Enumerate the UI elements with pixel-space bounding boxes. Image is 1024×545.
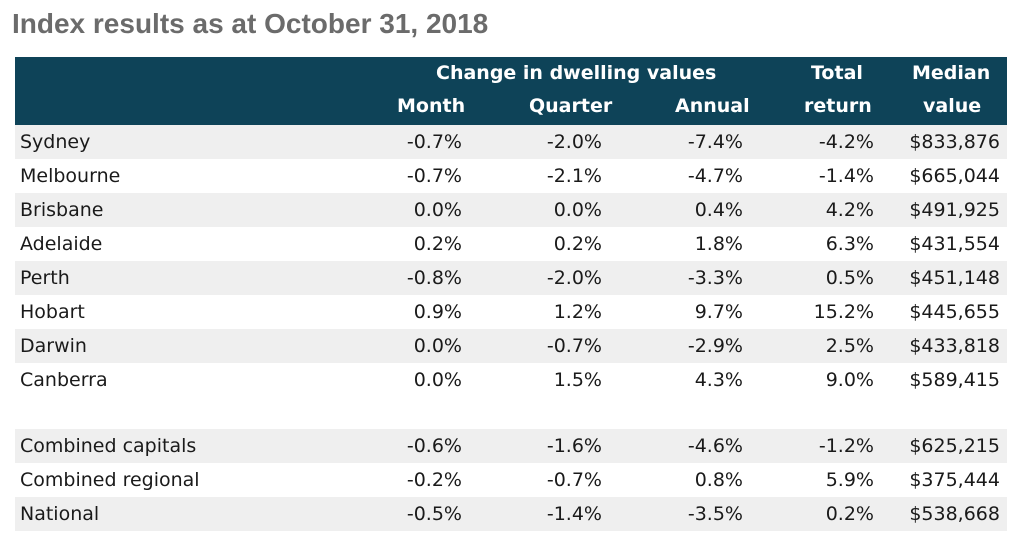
total-return: -4.2% — [818, 131, 874, 153]
quarter-change: 1.2% — [553, 301, 602, 323]
annual-change: -2.9% — [687, 335, 743, 357]
section-spacer — [15, 397, 1007, 429]
table-row: Hobart 0.9% 1.2% 9.7% 15.2% $445,655 — [15, 295, 1007, 329]
quarter-change: -1.4% — [546, 503, 602, 525]
total-return: 2.5% — [825, 335, 874, 357]
median-value: $833,876 — [909, 131, 1000, 153]
annual-change: -3.5% — [687, 503, 743, 525]
quarter-change: -2.0% — [546, 131, 602, 153]
month-change: -0.7% — [406, 165, 462, 187]
total-return: 5.9% — [825, 469, 874, 491]
quarter-change: 0.0% — [553, 199, 602, 221]
table-header: Change in dwelling values Month Quarter … — [15, 57, 1007, 125]
header-month: Month — [397, 95, 466, 117]
total-return: 4.2% — [825, 199, 874, 221]
quarter-change: -2.1% — [546, 165, 602, 187]
header-quarter: Quarter — [529, 95, 613, 117]
month-change: -0.7% — [406, 131, 462, 153]
table-row: Perth -0.8% -2.0% -3.3% 0.5% $451,148 — [15, 261, 1007, 295]
table-row: Combined regional -0.2% -0.7% 0.8% 5.9% $375,… — [15, 463, 1007, 497]
header-total-line1: Total — [811, 62, 863, 84]
annual-change: -4.6% — [687, 435, 743, 457]
table-row: Brisbane 0.0% 0.0% 0.4% 4.2% $491,925 — [15, 193, 1007, 227]
month-change: 0.0% — [413, 369, 462, 391]
row-label: Darwin — [20, 335, 87, 357]
annual-change: 4.3% — [694, 369, 743, 391]
total-return: 0.5% — [825, 267, 874, 289]
median-value: $433,818 — [909, 335, 1000, 357]
quarter-change: -0.7% — [546, 469, 602, 491]
row-label: Perth — [20, 267, 70, 289]
month-change: -0.2% — [406, 469, 462, 491]
quarter-change: -1.6% — [546, 435, 602, 457]
month-change: 0.0% — [413, 335, 462, 357]
annual-change: 1.8% — [694, 233, 743, 255]
total-return: 6.3% — [825, 233, 874, 255]
table-row: Melbourne -0.7% -2.1% -4.7% -1.4% $665,044 — [15, 159, 1007, 193]
annual-change: -3.3% — [687, 267, 743, 289]
month-change: 0.9% — [413, 301, 462, 323]
table-row: Darwin 0.0% -0.7% -2.9% 2.5% $433,818 — [15, 329, 1007, 363]
month-change: -0.8% — [406, 267, 462, 289]
annual-change: -7.4% — [687, 131, 743, 153]
total-return: 15.2% — [813, 301, 874, 323]
median-value: $431,554 — [909, 233, 1000, 255]
annual-change: 9.7% — [694, 301, 743, 323]
row-label: Adelaide — [20, 233, 103, 255]
total-return: -1.2% — [818, 435, 874, 457]
table-row: Sydney -0.7% -2.0% -7.4% -4.2% $833,876 — [15, 125, 1007, 159]
row-label: Hobart — [20, 301, 85, 323]
quarter-change: 0.2% — [553, 233, 602, 255]
quarter-change: 1.5% — [553, 369, 602, 391]
row-label: Canberra — [20, 369, 108, 391]
header-median-line2: value — [923, 95, 982, 117]
median-value: $538,668 — [909, 503, 1000, 525]
table-row: Adelaide 0.2% 0.2% 1.8% 6.3% $431,554 — [15, 227, 1007, 261]
table-row: Combined capitals -0.6% -1.6% -4.6% -1.2% $62… — [15, 429, 1007, 463]
median-value: $445,655 — [909, 301, 1000, 323]
median-value: $491,925 — [909, 199, 1000, 221]
median-value: $451,148 — [909, 267, 1000, 289]
row-label: Combined regional — [20, 469, 200, 491]
header-group-label: Change in dwelling values — [436, 62, 717, 84]
median-value: $375,444 — [909, 469, 1000, 491]
table-row: Canberra 0.0% 1.5% 4.3% 9.0% $589,415 — [15, 363, 1007, 397]
total-return: -1.4% — [818, 165, 874, 187]
annual-change: 0.4% — [694, 199, 743, 221]
quarter-change: -0.7% — [546, 335, 602, 357]
index-results-table: Change in dwelling values Month Quarter … — [15, 57, 1007, 531]
table-row: National -0.5% -1.4% -3.5% 0.2% $538,668 — [15, 497, 1007, 531]
page-title: Index results as at October 31, 2018 — [12, 8, 489, 39]
header-median-line1: Median — [912, 62, 991, 84]
month-change: -0.6% — [406, 435, 462, 457]
quarter-change: -2.0% — [546, 267, 602, 289]
median-value: $625,215 — [909, 435, 1000, 457]
median-value: $665,044 — [909, 165, 1000, 187]
annual-change: 0.8% — [694, 469, 743, 491]
annual-change: -4.7% — [687, 165, 743, 187]
total-return: 9.0% — [825, 369, 874, 391]
median-value: $589,415 — [909, 369, 1000, 391]
row-label: Sydney — [20, 131, 91, 153]
row-label: National — [20, 503, 100, 525]
month-change: -0.5% — [406, 503, 462, 525]
total-return: 0.2% — [825, 503, 874, 525]
row-label: Melbourne — [20, 165, 121, 187]
month-change: 0.0% — [413, 199, 462, 221]
row-label: Brisbane — [20, 199, 104, 221]
month-change: 0.2% — [413, 233, 462, 255]
header-annual: Annual — [675, 95, 750, 117]
header-total-line2: return — [804, 95, 872, 117]
row-label: Combined capitals — [20, 435, 197, 457]
